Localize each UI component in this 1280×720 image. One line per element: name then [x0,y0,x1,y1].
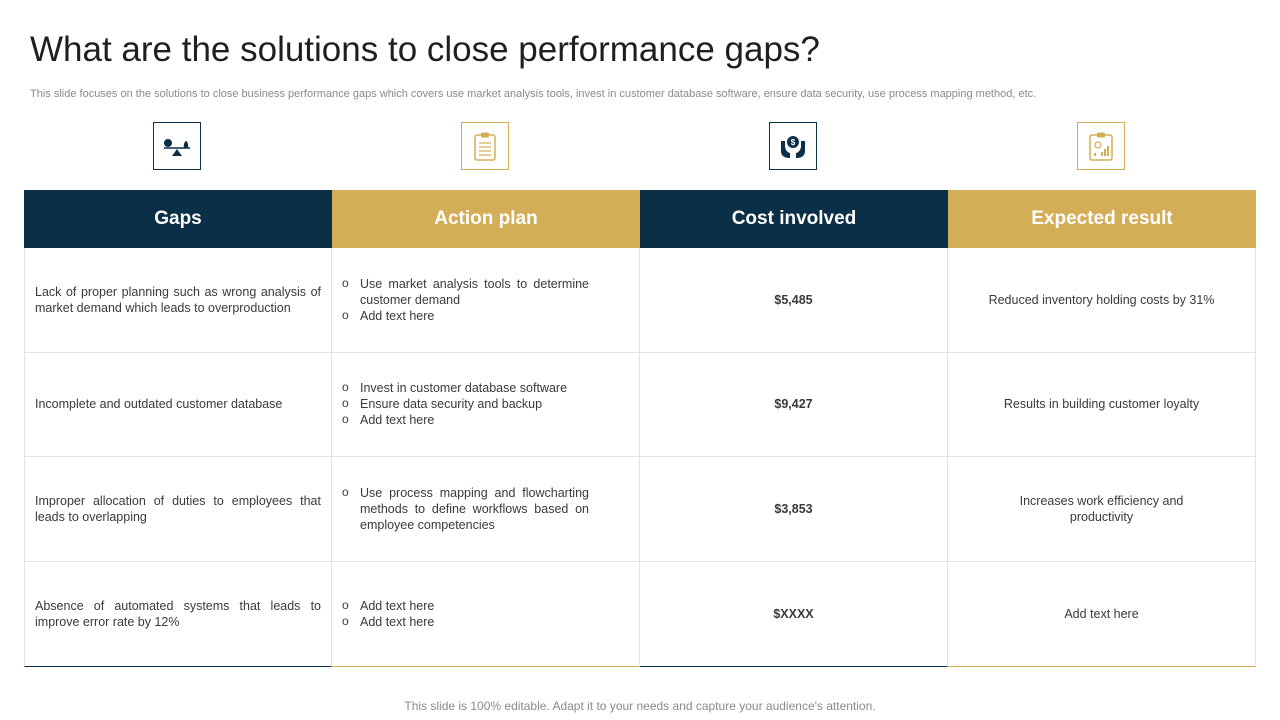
gap-text: Improper allocation of duties to employe… [35,493,321,524]
action-list: Invest in customer database software Ens… [342,379,607,428]
cost-cell: $9,427 [640,352,948,457]
action-plan-cell: Add text here Add text here [332,562,640,667]
result-text: Add text here [1064,606,1139,621]
cost-value: $5,485 [774,292,813,307]
result-text: Results in building customer loyalty [1003,397,1200,412]
gap-text: Incomplete and outdated customer databas… [35,397,283,412]
action-plan-cell: Invest in customer database software Ens… [332,352,640,457]
gap-cell: Improper allocation of duties to employe… [24,457,332,562]
cost-value: $3,853 [774,501,813,516]
chart-report-icon [1077,122,1125,170]
result-text: Increases work efficiency and productivi… [1019,493,1184,524]
page-title: What are the solutions to close performa… [30,30,820,69]
footer-note: This slide is 100% editable. Adapt it to… [404,699,876,713]
header-cost-involved: Cost involved [640,190,948,248]
result-text: Reduced inventory holding costs by 31% [988,292,1215,307]
action-plan-cell: Use market analysis tools to determine c… [332,248,640,353]
cost-cell: $5,485 [640,248,948,353]
gap-cell: Lack of proper planning such as wrong an… [24,248,332,353]
action-item: Add text here [342,411,567,428]
solutions-table-last-row: Absence of automated systems that leads … [24,562,1256,667]
result-cell: Add text here [948,562,1256,667]
result-cell: Results in building customer loyalty [948,352,1256,457]
gap-cell: Absence of automated systems that leads … [24,562,332,667]
action-list: Use market analysis tools to determine c… [342,275,629,324]
gap-text: Lack of proper planning such as wrong an… [35,284,321,315]
result-cell: Reduced inventory holding costs by 31% [948,248,1256,353]
page-subtitle: This slide focuses on the solutions to c… [30,88,1037,100]
gap-text: Absence of automated systems that leads … [35,598,321,629]
header-action-plan: Action plan [332,190,640,248]
cost-cell: $3,853 [640,457,948,562]
svg-text:$: $ [791,138,796,147]
cost-cell: $XXXX [640,562,948,667]
hands-holding-coin-icon: $ [769,122,817,170]
action-item: Add text here [342,307,589,324]
result-cell: Increases work efficiency and productivi… [948,457,1256,562]
action-plan-cell: Use process mapping and flowcharting met… [332,457,640,562]
action-item: Ensure data security and backup [342,395,567,412]
gap-cell: Incomplete and outdated customer databas… [24,352,332,457]
action-list: Use process mapping and flowcharting met… [342,484,629,533]
header-expected-result: Expected result [948,190,1256,248]
action-item: Add text here [342,613,434,630]
balance-scale-icon [153,122,201,170]
solutions-table: Gaps Action plan Cost involved Expected … [24,190,1256,562]
action-item: Use market analysis tools to determine c… [342,275,589,308]
cost-value: $XXXX [773,606,814,621]
action-list: Add text here Add text here [342,597,474,630]
header-gaps: Gaps [24,190,332,248]
action-item: Use process mapping and flowcharting met… [342,484,589,533]
action-item: Add text here [342,597,434,614]
action-item: Invest in customer database software [342,379,567,396]
clipboard-icon [461,122,509,170]
cost-value: $9,427 [774,397,813,412]
